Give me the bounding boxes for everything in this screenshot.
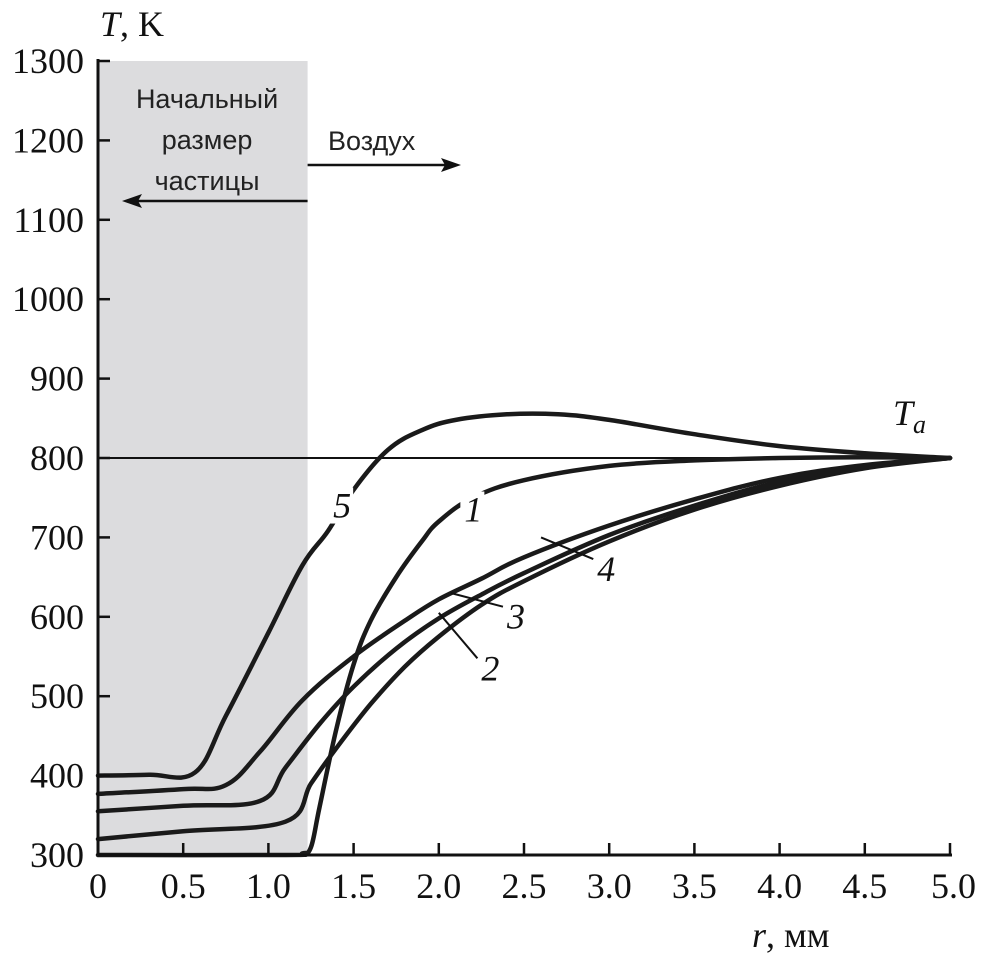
curve-1-label: 1 — [464, 490, 482, 530]
x-tick-label: 2.0 — [416, 866, 461, 906]
ambient-temperature-symbol: T — [893, 393, 916, 433]
x-tick-label: 4.5 — [842, 866, 887, 906]
particle-size-label-line: частицы — [155, 166, 260, 196]
y-tick-label: 700 — [30, 517, 84, 557]
x-tick-label: 5.0 — [931, 866, 976, 906]
x-axis-symbol: r — [752, 915, 767, 955]
x-tick-label: 0 — [89, 866, 107, 906]
curve-3-leader-line — [450, 592, 504, 608]
x-tick-label: 2.5 — [502, 866, 547, 906]
x-axis-title: r, мм — [752, 915, 830, 955]
x-tick-label: 3.0 — [587, 866, 632, 906]
particle-size-label-line: Начальный — [136, 84, 278, 114]
y-axis-unit: , K — [120, 4, 164, 44]
x-tick-label: 3.5 — [672, 866, 717, 906]
y-tick-label: 500 — [30, 676, 84, 716]
x-axis-unit: , мм — [766, 915, 830, 955]
curve-1 — [95, 454, 953, 858]
y-axis-title: T, K — [100, 4, 164, 44]
curve-2-leader-line — [438, 612, 479, 659]
curve-2 — [95, 455, 953, 842]
y-tick-label: 400 — [30, 756, 84, 796]
curve-4-leader-line — [540, 536, 594, 560]
y-tick-label: 1100 — [13, 200, 84, 240]
y-tick-label: 900 — [30, 359, 84, 399]
curve-3-label: 3 — [506, 597, 525, 637]
curve-5-label: 5 — [333, 486, 351, 526]
particle-arrow-head — [122, 194, 142, 208]
y-tick-label: 1200 — [12, 120, 84, 160]
curve-3 — [95, 455, 953, 814]
curve-4 — [95, 455, 953, 797]
air-arrow-head — [441, 158, 461, 172]
x-tick-label: 1.5 — [331, 866, 376, 906]
x-tick-label: 0.5 — [161, 866, 206, 906]
x-tick-label: 4.0 — [757, 866, 802, 906]
curve-4-label: 4 — [597, 549, 615, 589]
y-tick-label: 300 — [30, 835, 84, 875]
y-axis-symbol: T — [100, 4, 123, 44]
y-tick-label: 1000 — [12, 279, 84, 319]
curve-5-label-backdrop — [329, 487, 354, 524]
particle-size-label-line: размер — [162, 125, 253, 155]
y-tick-label: 1300 — [12, 41, 84, 81]
curve-1-label-backdrop — [460, 491, 485, 528]
curve-2-label: 2 — [481, 648, 499, 688]
curve-5 — [95, 411, 953, 780]
ambient-temperature-subscript: a — [913, 410, 926, 439]
y-tick-label: 600 — [30, 597, 84, 637]
air-label: Воздух — [328, 126, 416, 156]
x-tick-label: 1.0 — [246, 866, 291, 906]
y-tick-label: 800 — [30, 438, 84, 478]
ambient-temperature-label: Ta — [893, 393, 926, 439]
